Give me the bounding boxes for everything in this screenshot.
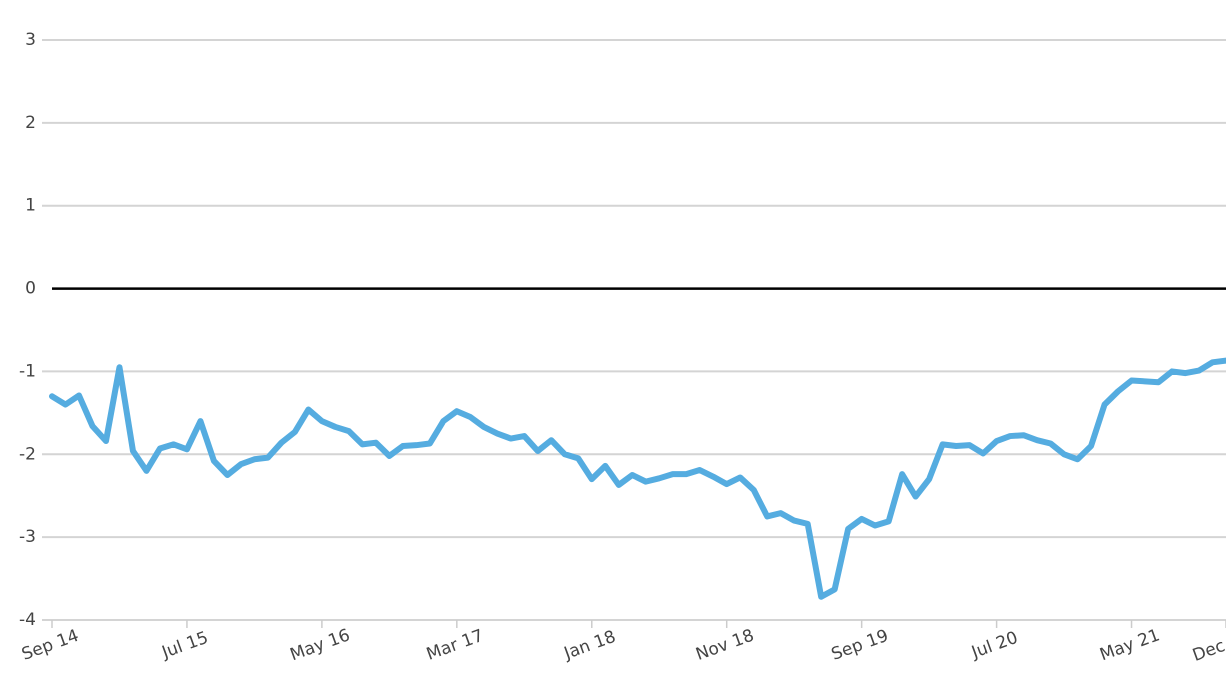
x-tick-label: Nov 18	[693, 626, 756, 665]
x-tick-label: Jan 18	[561, 627, 619, 664]
y-tick-label: -1	[19, 361, 36, 381]
x-tick-label: Sep 14	[19, 626, 81, 665]
y-tick-label: -3	[19, 527, 36, 547]
x-tick-label: Jul 15	[159, 628, 211, 663]
y-tick-label: 3	[25, 30, 36, 50]
x-tick-label: Dec	[1190, 636, 1226, 666]
x-tick-label: Sep 19	[829, 626, 891, 665]
x-tick-label: May 16	[288, 625, 353, 665]
y-tick-label: -2	[19, 444, 36, 464]
data-line	[49, 357, 1226, 600]
x-tick-label: May 21	[1097, 625, 1162, 665]
x-tick-label: Jul 20	[968, 628, 1020, 663]
x-tick-label: Mar 17	[424, 626, 486, 665]
y-tick-label: -4	[19, 610, 36, 630]
y-tick-label: 1	[25, 196, 36, 216]
y-tick-label: 2	[25, 113, 36, 133]
y-tick-label: 0	[25, 279, 36, 299]
